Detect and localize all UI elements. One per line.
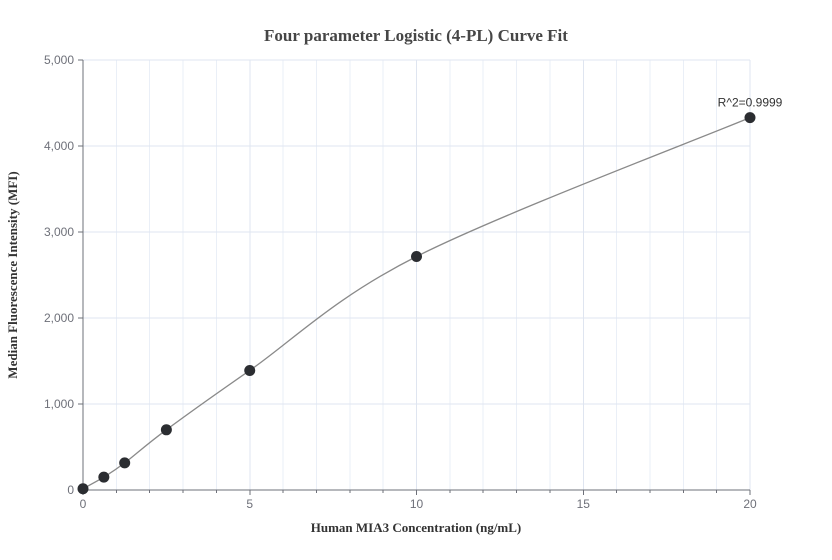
x-tick-label: 5	[246, 497, 253, 511]
y-tick-label: 0	[67, 483, 74, 497]
data-point	[744, 112, 756, 124]
data-points	[77, 112, 756, 495]
x-tick-label: 10	[410, 497, 424, 511]
y-tick-label: 1,000	[44, 397, 74, 411]
y-tick-label: 3,000	[44, 225, 74, 239]
axis-ticks	[78, 59, 751, 495]
data-point	[244, 364, 256, 376]
x-tick-label: 15	[577, 497, 591, 511]
x-tick-label: 20	[743, 497, 757, 511]
x-tick-label: 0	[80, 497, 87, 511]
data-point	[119, 457, 131, 469]
data-point	[411, 251, 422, 263]
y-tick-label: 4,000	[44, 139, 74, 153]
chart-title: Four parameter Logistic (4-PL) Curve Fit	[264, 26, 568, 45]
y-axis-label: Median Fluorescence Intensity (MFI)	[5, 171, 20, 378]
data-point	[98, 471, 110, 483]
data-point	[160, 424, 172, 436]
fit-curve-line	[82, 117, 751, 490]
data-point	[77, 483, 89, 495]
y-tick-label: 2,000	[44, 311, 74, 325]
tick-labels: 0 5 10 15 20 0 1,000 2,000 3,000 4,000 5,000	[44, 53, 757, 511]
gridlines	[83, 59, 751, 490]
x-axis-label: Human MIA3 Concentration (ng/mL)	[311, 520, 522, 535]
r-squared-annotation: R^2=0.9999	[718, 96, 783, 110]
y-tick-label: 5,000	[44, 53, 74, 67]
